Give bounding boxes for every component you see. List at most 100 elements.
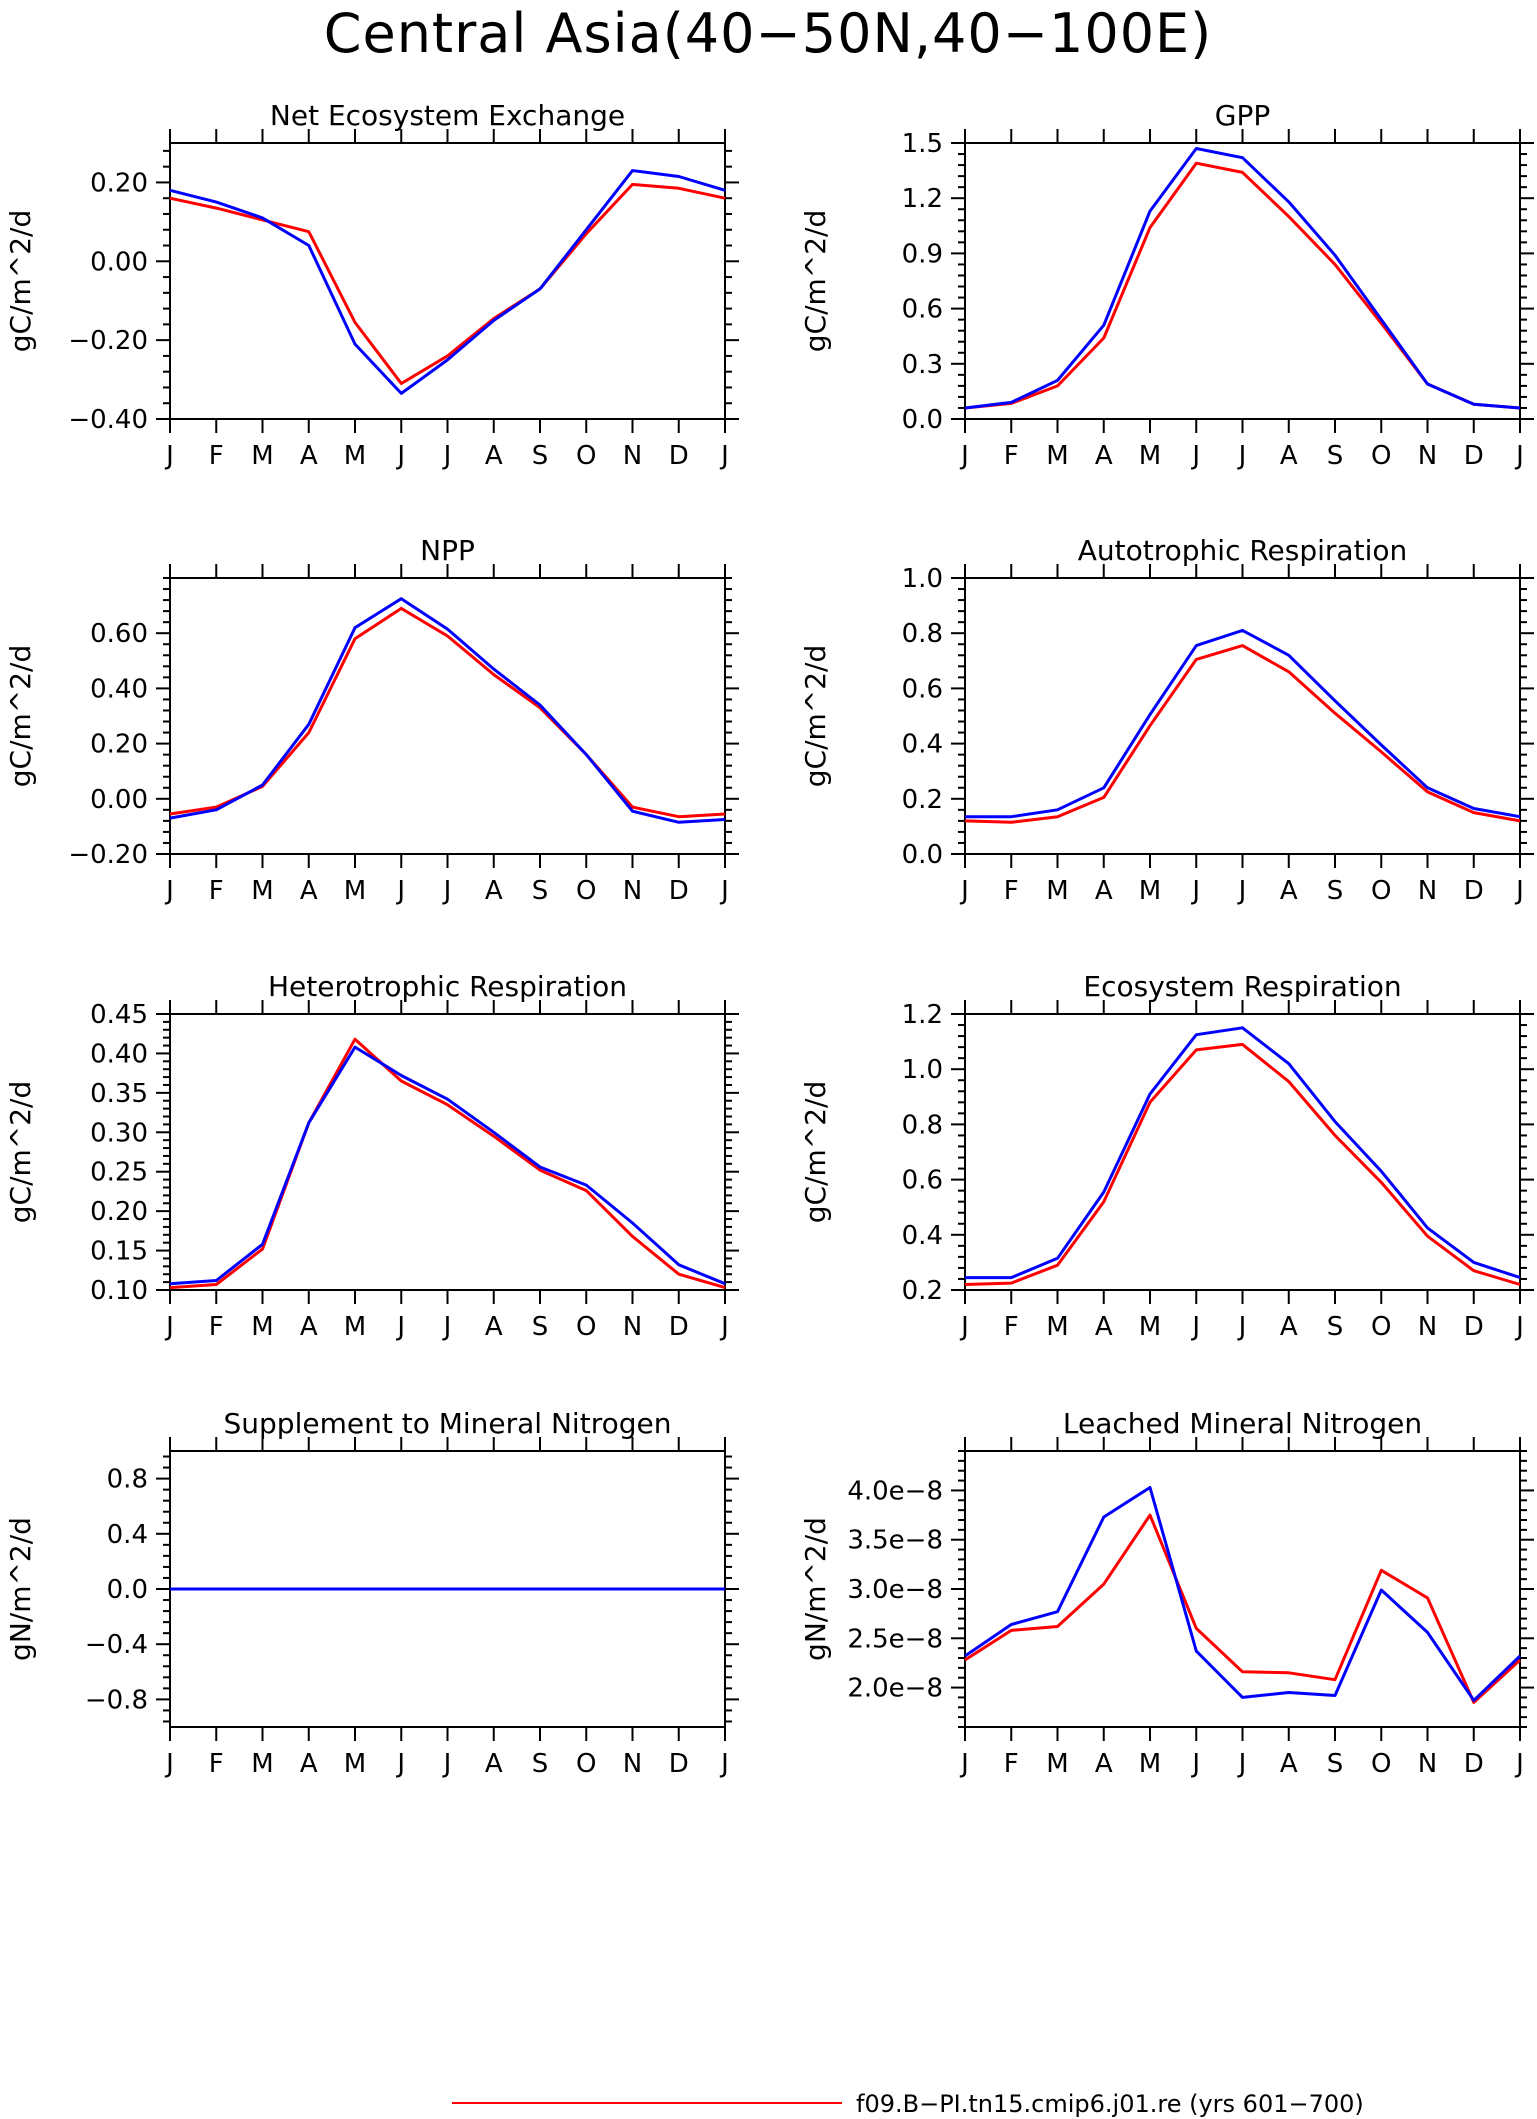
x-tick-label: A xyxy=(485,876,503,906)
x-tick-label: J xyxy=(1237,1312,1247,1342)
y-tick-label: 0.0 xyxy=(107,1575,148,1605)
x-tick-label: A xyxy=(485,1312,503,1342)
y-tick-label: −0.8 xyxy=(85,1685,148,1715)
x-tick-label: A xyxy=(1095,876,1113,906)
series-line-red xyxy=(964,1042,1521,1286)
x-tick-label: N xyxy=(623,1312,642,1342)
series-line-red xyxy=(964,644,1521,824)
legend: f09.B−PI.tn15.cmip6.j01.re (yrs 601−700) xyxy=(452,2090,1364,2118)
plot-frame xyxy=(169,1013,726,1291)
y-tick-label: 0.8 xyxy=(902,619,943,649)
x-tick-label: D xyxy=(1464,441,1484,471)
plot-frame xyxy=(964,1013,1521,1291)
x-tick-label: A xyxy=(300,876,318,906)
series-line-red xyxy=(169,182,726,385)
x-tick-label: F xyxy=(209,1312,224,1342)
x-tick-label: J xyxy=(959,876,969,906)
y-tick-label: −0.4 xyxy=(85,1630,148,1660)
y-tick-label: 0.2 xyxy=(902,1276,943,1306)
y-tick-label: 0.20 xyxy=(90,1197,148,1227)
series-line-blue xyxy=(169,597,726,824)
x-tick-label: A xyxy=(300,441,318,471)
y-tick-label: −0.20 xyxy=(68,840,148,870)
x-tick-label: S xyxy=(532,1749,549,1779)
x-tick-label: M xyxy=(251,441,273,471)
x-tick-label: O xyxy=(1371,441,1391,471)
y-axis-label: gC/m^2/d xyxy=(799,1081,832,1224)
y-tick-label: 0.00 xyxy=(90,785,148,815)
x-tick-label: M xyxy=(1139,876,1161,906)
x-tick-label: N xyxy=(1418,441,1437,471)
x-tick-label: J xyxy=(395,1749,405,1779)
x-tick-label: F xyxy=(1004,1312,1019,1342)
y-axis-label: gC/m^2/d xyxy=(799,210,832,353)
x-tick-label: J xyxy=(1514,1749,1524,1779)
y-tick-label: 0.4 xyxy=(902,1221,943,1251)
y-axis-label: gN/m^2/d xyxy=(799,1517,832,1661)
panel-title: GPP xyxy=(1215,99,1270,132)
series-line-blue xyxy=(965,628,1521,819)
series-line-blue xyxy=(169,169,726,395)
x-tick-label: A xyxy=(1095,1312,1113,1342)
series-line-red xyxy=(964,1513,1522,1704)
y-tick-label: 3.5e−8 xyxy=(847,1526,943,1556)
x-tick-label: N xyxy=(623,1749,642,1779)
x-tick-label: D xyxy=(669,876,689,906)
x-tick-label: J xyxy=(395,441,405,471)
x-tick-label: M xyxy=(251,876,273,906)
series-line-blue xyxy=(965,1026,1521,1280)
x-tick-label: J xyxy=(442,876,452,906)
x-tick-label: D xyxy=(1464,1312,1484,1342)
y-tick-label: 4.0e−8 xyxy=(847,1476,943,1506)
x-tick-label: J xyxy=(719,441,729,471)
y-tick-label: 0.6 xyxy=(902,674,943,704)
x-tick-label: J xyxy=(395,1312,405,1342)
y-tick-label: 0.30 xyxy=(90,1118,148,1148)
x-tick-label: J xyxy=(164,1749,174,1779)
series-line-blue xyxy=(169,1045,726,1286)
x-tick-label: S xyxy=(1327,1312,1344,1342)
x-tick-label: O xyxy=(1371,1749,1391,1779)
y-tick-label: 0.60 xyxy=(90,619,148,649)
y-tick-label: 0.0 xyxy=(902,405,943,435)
x-tick-label: J xyxy=(164,876,174,906)
y-tick-label: 1.5 xyxy=(902,129,943,159)
x-tick-label: A xyxy=(1280,1749,1298,1779)
y-tick-label: 1.2 xyxy=(902,1000,943,1030)
y-tick-label: 0.0 xyxy=(902,840,943,870)
x-tick-label: M xyxy=(251,1749,273,1779)
series-line-red xyxy=(169,606,726,819)
x-tick-label: M xyxy=(1139,1749,1161,1779)
y-tick-label: −0.20 xyxy=(68,326,148,356)
x-tick-label: J xyxy=(959,1749,969,1779)
x-tick-label: M xyxy=(344,876,366,906)
x-tick-label: O xyxy=(1371,876,1391,906)
x-tick-label: D xyxy=(1464,1749,1484,1779)
panel-title: NPP xyxy=(420,534,475,567)
x-tick-label: J xyxy=(1237,1749,1247,1779)
y-tick-label: 0.6 xyxy=(902,295,943,325)
x-tick-label: O xyxy=(1371,1312,1391,1342)
x-tick-label: A xyxy=(1280,441,1298,471)
x-tick-label: J xyxy=(164,1312,174,1342)
x-tick-label: A xyxy=(485,441,503,471)
x-tick-label: J xyxy=(1514,441,1524,471)
y-tick-label: 0.9 xyxy=(902,239,943,269)
figure-title: Central Asia(40−50N,40−100E) xyxy=(324,2,1212,65)
panel-title: Autotrophic Respiration xyxy=(1078,534,1407,567)
x-tick-label: J xyxy=(442,1312,452,1342)
x-tick-label: F xyxy=(1004,441,1019,471)
x-tick-label: M xyxy=(1046,441,1068,471)
x-tick-label: J xyxy=(1237,441,1247,471)
x-tick-label: D xyxy=(669,1312,689,1342)
x-tick-label: N xyxy=(1418,876,1437,906)
y-tick-label: 2.0e−8 xyxy=(847,1674,943,1704)
panel-title: Net Ecosystem Exchange xyxy=(270,99,625,132)
x-tick-label: J xyxy=(395,876,405,906)
x-tick-label: F xyxy=(1004,876,1019,906)
y-tick-label: 0.40 xyxy=(90,1039,148,1069)
